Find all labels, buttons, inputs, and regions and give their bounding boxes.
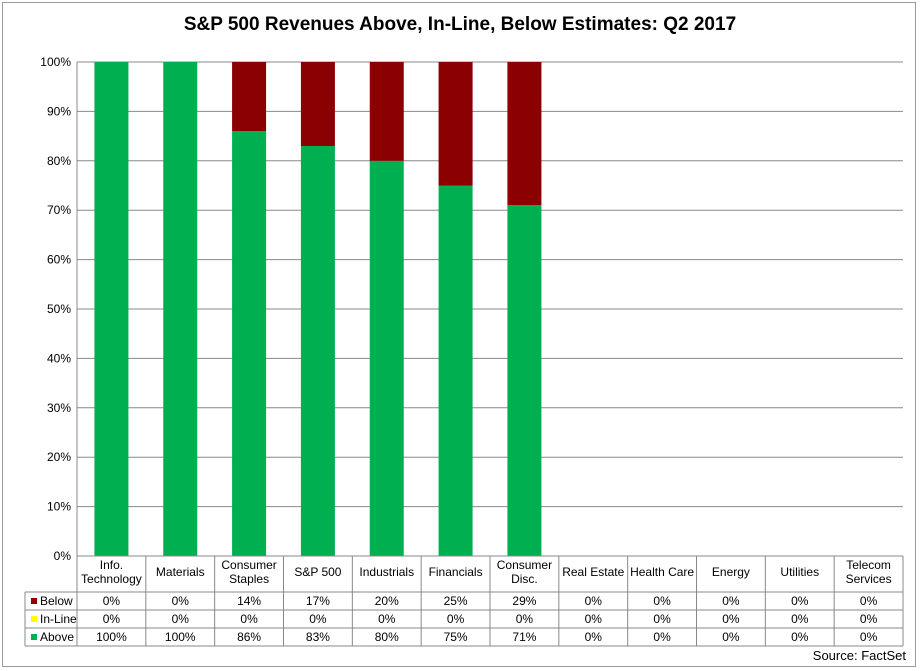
category-label: Materials: [156, 565, 205, 579]
y-tick-label: 40%: [47, 351, 71, 365]
data-label: 20%: [375, 594, 399, 608]
category-label: Financials: [429, 565, 483, 579]
category-label: Consumer: [221, 558, 276, 572]
data-label: 83%: [306, 630, 330, 644]
category-label: Health Care: [630, 565, 694, 579]
bar-below: [300, 62, 335, 146]
data-label: 80%: [375, 630, 399, 644]
data-label: 0%: [791, 630, 809, 644]
data-label: 0%: [172, 612, 190, 626]
category-label: Energy: [712, 565, 750, 579]
category-label: Staples: [229, 572, 269, 586]
bar-above: [369, 160, 404, 557]
data-label: 0%: [722, 630, 740, 644]
data-label: 0%: [103, 612, 121, 626]
category-label: Disc.: [511, 572, 538, 586]
bar-below: [232, 62, 267, 132]
bar-above: [300, 145, 335, 557]
data-label: 0%: [447, 612, 465, 626]
y-tick-label: 50%: [47, 302, 71, 316]
category-label: S&P 500: [294, 565, 341, 579]
y-tick-label: 60%: [47, 253, 71, 267]
category-label: Technology: [81, 572, 142, 586]
data-label: 0%: [585, 630, 603, 644]
data-label: 0%: [653, 630, 671, 644]
data-label: 25%: [444, 594, 468, 608]
chart-title: S&P 500 Revenues Above, In-Line, Below E…: [183, 14, 737, 35]
data-label: 0%: [309, 612, 327, 626]
data-label: 0%: [860, 612, 878, 626]
y-tick-label: 0%: [54, 549, 72, 563]
legend-key-below: [31, 598, 37, 604]
legend-label: Below: [40, 594, 73, 608]
data-label: 0%: [860, 594, 878, 608]
data-label: 0%: [378, 612, 396, 626]
legend-label: Above: [40, 630, 74, 644]
data-label: 0%: [791, 612, 809, 626]
data-label: 0%: [585, 612, 603, 626]
category-label: Telecom: [846, 558, 891, 572]
y-tick-label: 80%: [47, 154, 71, 168]
data-label: 0%: [103, 594, 121, 608]
bar-above: [94, 62, 129, 556]
category-label: Services: [846, 572, 892, 586]
bar-above: [507, 205, 542, 556]
data-label: 0%: [722, 594, 740, 608]
category-label: Utilities: [780, 565, 819, 579]
category-label: Real Estate: [562, 565, 624, 579]
y-tick-label: 30%: [47, 401, 71, 415]
data-label: 75%: [444, 630, 468, 644]
data-label: 0%: [860, 630, 878, 644]
legend-key-in-line: [31, 616, 37, 622]
data-label: 100%: [96, 630, 127, 644]
data-label: 0%: [240, 612, 258, 626]
data-label: 0%: [585, 594, 603, 608]
category-label: Info.: [100, 558, 123, 572]
y-tick-label: 10%: [47, 500, 71, 514]
data-label: 29%: [512, 594, 536, 608]
category-label: Industrials: [359, 565, 414, 579]
data-label: 0%: [172, 594, 190, 608]
data-label: 71%: [512, 630, 536, 644]
data-label: 0%: [516, 612, 534, 626]
bar-below: [507, 62, 542, 206]
y-tick-label: 70%: [47, 203, 71, 217]
legend-key-above: [31, 634, 37, 640]
legend-label: In-Line: [40, 612, 77, 626]
data-label: 0%: [653, 594, 671, 608]
data-label: 0%: [722, 612, 740, 626]
data-label: 0%: [791, 594, 809, 608]
data-label: 0%: [653, 612, 671, 626]
bar-below: [369, 62, 404, 161]
bar-below: [438, 62, 473, 186]
data-label: 14%: [237, 594, 261, 608]
category-label: Consumer: [497, 558, 552, 572]
y-tick-label: 100%: [40, 55, 71, 69]
y-tick-label: 20%: [47, 450, 71, 464]
bar-above: [163, 62, 198, 556]
y-tick-label: 90%: [47, 104, 71, 118]
bar-above: [438, 185, 473, 556]
source-note: Source: FactSet: [812, 648, 906, 663]
data-label: 86%: [237, 630, 261, 644]
bar-above: [232, 131, 267, 556]
data-label: 17%: [306, 594, 330, 608]
data-label: 100%: [165, 630, 196, 644]
